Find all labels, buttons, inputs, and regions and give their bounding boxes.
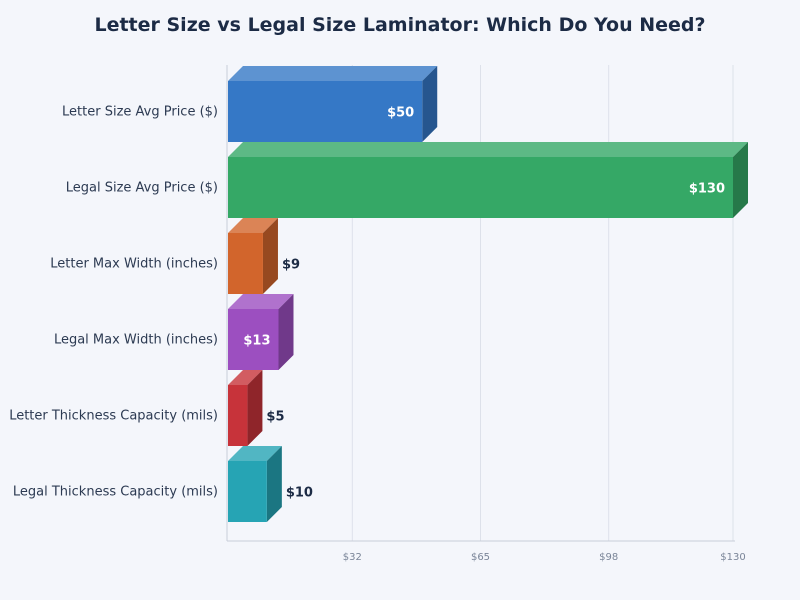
category-label: Letter Thickness Capacity (mils) <box>9 409 218 424</box>
bar-side-face <box>278 294 294 370</box>
bar-top-face <box>228 294 294 309</box>
bar-top-face <box>228 446 282 461</box>
bar <box>228 157 733 218</box>
x-tick-label: $65 <box>471 552 490 563</box>
bar-top-face <box>228 218 278 233</box>
value-label: $10 <box>286 486 313 501</box>
bar-top-face <box>228 370 263 385</box>
value-label: $5 <box>266 410 284 425</box>
value-label: $9 <box>282 258 300 273</box>
bar-side-face <box>247 370 263 446</box>
bar-top-face <box>228 66 438 81</box>
category-label: Letter Size Avg Price ($) <box>62 105 218 120</box>
x-tick-label: $130 <box>720 552 745 563</box>
bar-side-face <box>266 446 282 522</box>
bar-side-face <box>262 218 278 294</box>
category-label: Legal Thickness Capacity (mils) <box>13 485 218 500</box>
category-label: Letter Max Width (inches) <box>50 257 218 272</box>
x-tick-label: $32 <box>343 552 362 563</box>
value-label: $13 <box>243 334 270 349</box>
bar-side-face <box>422 66 438 142</box>
bar-top-face <box>228 142 748 157</box>
bar <box>228 81 423 142</box>
category-label: Legal Size Avg Price ($) <box>66 181 218 196</box>
bar <box>228 461 267 522</box>
chart-title: Letter Size vs Legal Size Laminator: Whi… <box>94 14 706 36</box>
category-label: Legal Max Width (inches) <box>54 333 218 348</box>
bar <box>228 233 263 294</box>
bar <box>228 309 279 370</box>
value-label: $130 <box>689 182 725 197</box>
x-tick-label: $98 <box>599 552 618 563</box>
value-label: $50 <box>387 106 414 121</box>
bar <box>228 385 248 446</box>
bar-side-face <box>733 142 748 218</box>
